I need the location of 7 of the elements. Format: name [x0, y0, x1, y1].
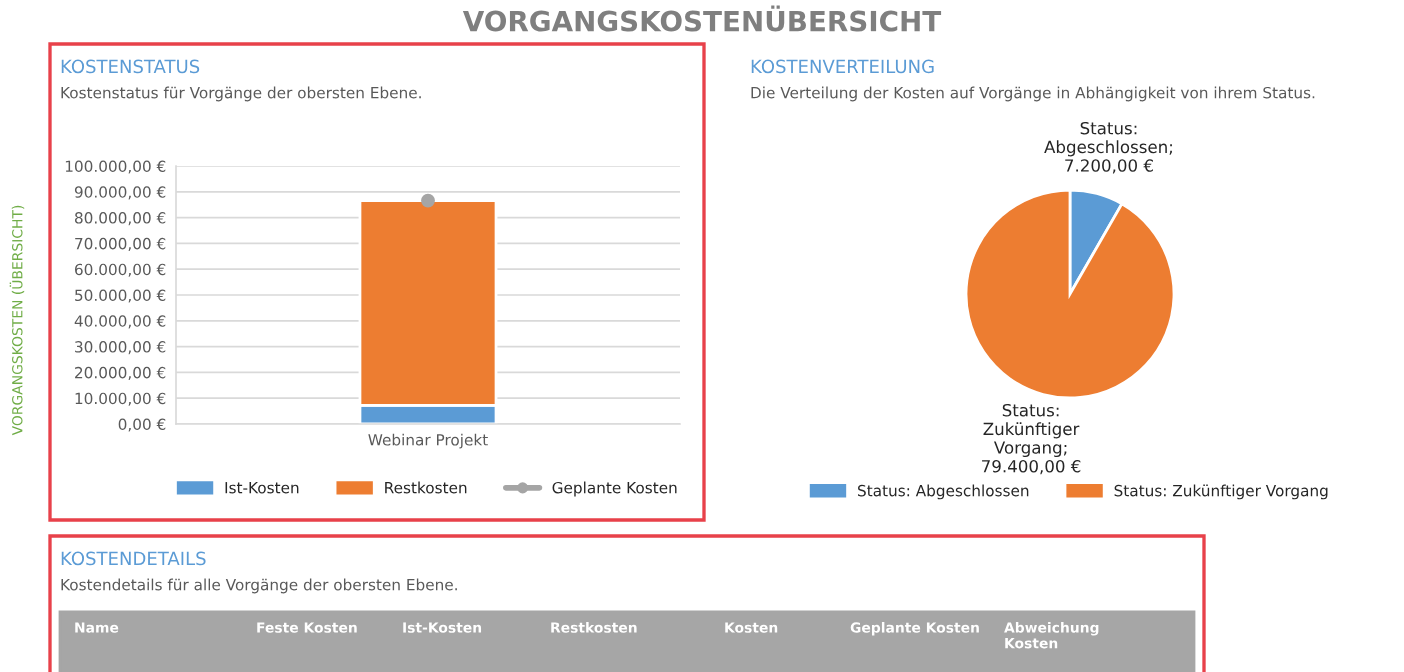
text: KOSTENDETAILS — [61, 551, 206, 566]
chart-title: KOSTENVERTEILUNG — [751, 59, 934, 74]
data-label: Status: Zukünftiger Vorgang; 79.400,00 € — [982, 403, 1081, 475]
pie-slice — [964, 188, 1176, 400]
chart-title: KOSTENSTATUS — [61, 59, 200, 74]
text: VORGANGSKOSTENÜBERSICHT — [462, 5, 942, 32]
data-label: Status: Abgeschlossen; 7.200,00 € — [1044, 121, 1172, 174]
